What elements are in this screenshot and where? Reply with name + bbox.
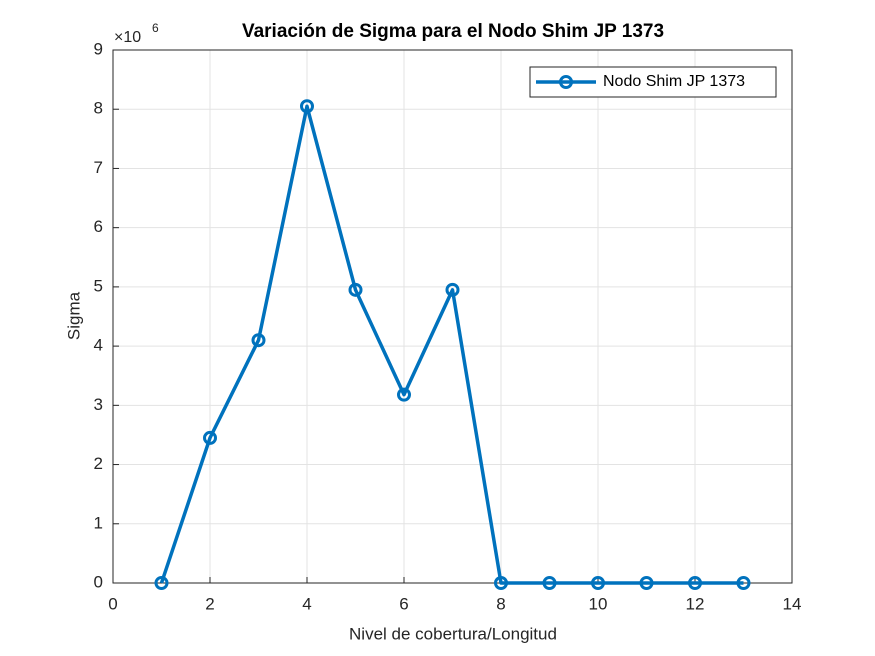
data-point: [154, 576, 169, 590]
x-tick-label: 2: [205, 594, 214, 613]
chart-title: Variación de Sigma para el Nodo Shim JP …: [242, 21, 664, 42]
data-point: [542, 576, 557, 590]
legend-label: Nodo Shim JP 1373: [603, 73, 745, 90]
data-point: [300, 99, 314, 114]
data-point: [591, 576, 605, 590]
x-tick-label: 12: [686, 594, 705, 613]
y-tick-label: 0: [94, 572, 103, 591]
y-tick-label: 6: [94, 217, 103, 236]
y-tick-label: 5: [94, 276, 103, 295]
x-tick-label: 4: [302, 594, 311, 613]
y-tick-label: 7: [94, 158, 103, 177]
x-tick-label: 0: [108, 594, 117, 613]
data-point: [494, 576, 508, 590]
data-line: [159, 104, 744, 585]
y-tick-label: 2: [94, 454, 103, 473]
data-point: [639, 576, 654, 590]
plot-frame: [112, 49, 793, 584]
x-tick-label: 8: [496, 594, 505, 613]
y-multiplier-exponent: 6: [152, 21, 159, 35]
x-tick-label: 6: [399, 594, 408, 613]
data-point: [251, 333, 266, 348]
data-point: [445, 282, 460, 297]
data-point: [688, 576, 702, 590]
data-point: [397, 387, 411, 402]
y-tick-label: 8: [94, 99, 103, 118]
y-axis-label: Sigma: [64, 291, 83, 340]
y-multiplier-base: ×10: [114, 29, 141, 46]
y-tick-label: 4: [94, 336, 103, 355]
x-tick-label: 10: [589, 594, 608, 613]
x-axis-label: Nivel de cobertura/Longitud: [349, 624, 557, 643]
y-tick-label: 1: [94, 513, 103, 532]
data-point: [203, 430, 217, 445]
data-point: [348, 282, 363, 297]
y-tick-label: 9: [94, 39, 103, 58]
x-tick-label: 14: [783, 594, 802, 613]
y-tick-label: 3: [94, 395, 103, 414]
data-point: [736, 576, 751, 590]
legend-marker: [559, 75, 573, 89]
